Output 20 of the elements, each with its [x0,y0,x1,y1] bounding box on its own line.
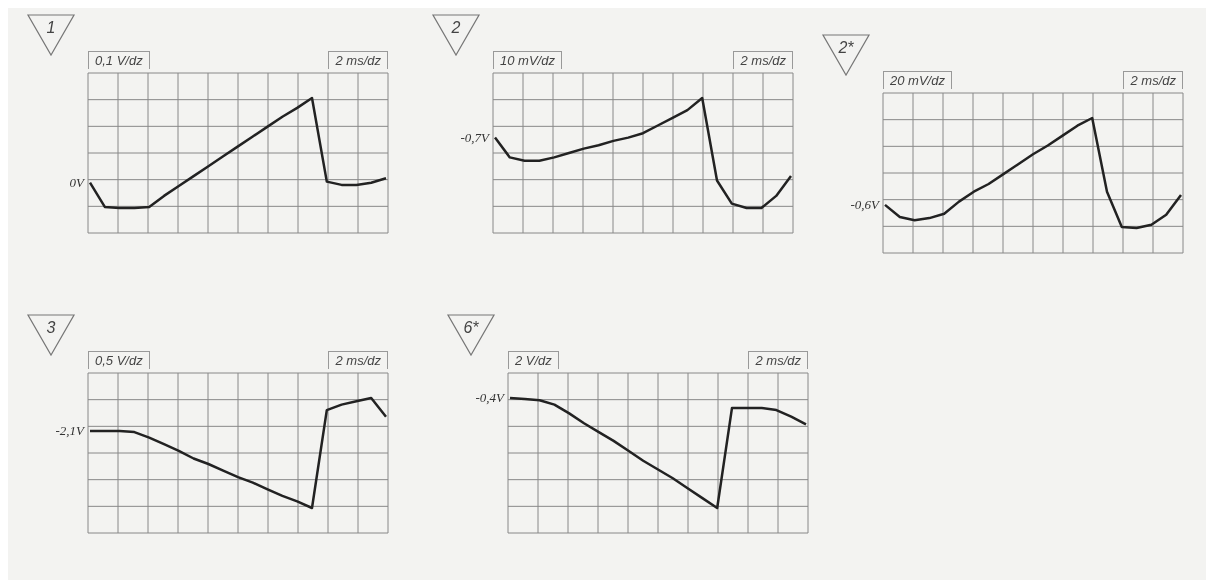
chart-title: 3 [45,319,57,337]
chart-title: 2* [837,39,855,57]
text: 0,5 V/dz [88,351,150,369]
text: 2 ms/dz [748,351,808,369]
text: -0,7V [460,129,492,145]
text: 2 ms/dz [733,51,793,69]
chart-title: 2 [450,19,462,37]
text: 2 V/dz [508,351,559,369]
text: 0,1 V/dz [88,51,150,69]
text: 20 mV/dz [883,71,952,89]
text: 10 mV/dz [493,51,562,69]
text: 2 ms/dz [328,51,388,69]
text: -0,4V [475,390,507,405]
text: 2 ms/dz [1123,71,1183,89]
text: 2 ms/dz [328,351,388,369]
chart-title: 6* [462,319,480,337]
text: 0V [69,174,87,190]
chart-title: 1 [45,19,57,37]
text: -2,1V [55,423,87,438]
text: -0,6V [850,196,882,212]
